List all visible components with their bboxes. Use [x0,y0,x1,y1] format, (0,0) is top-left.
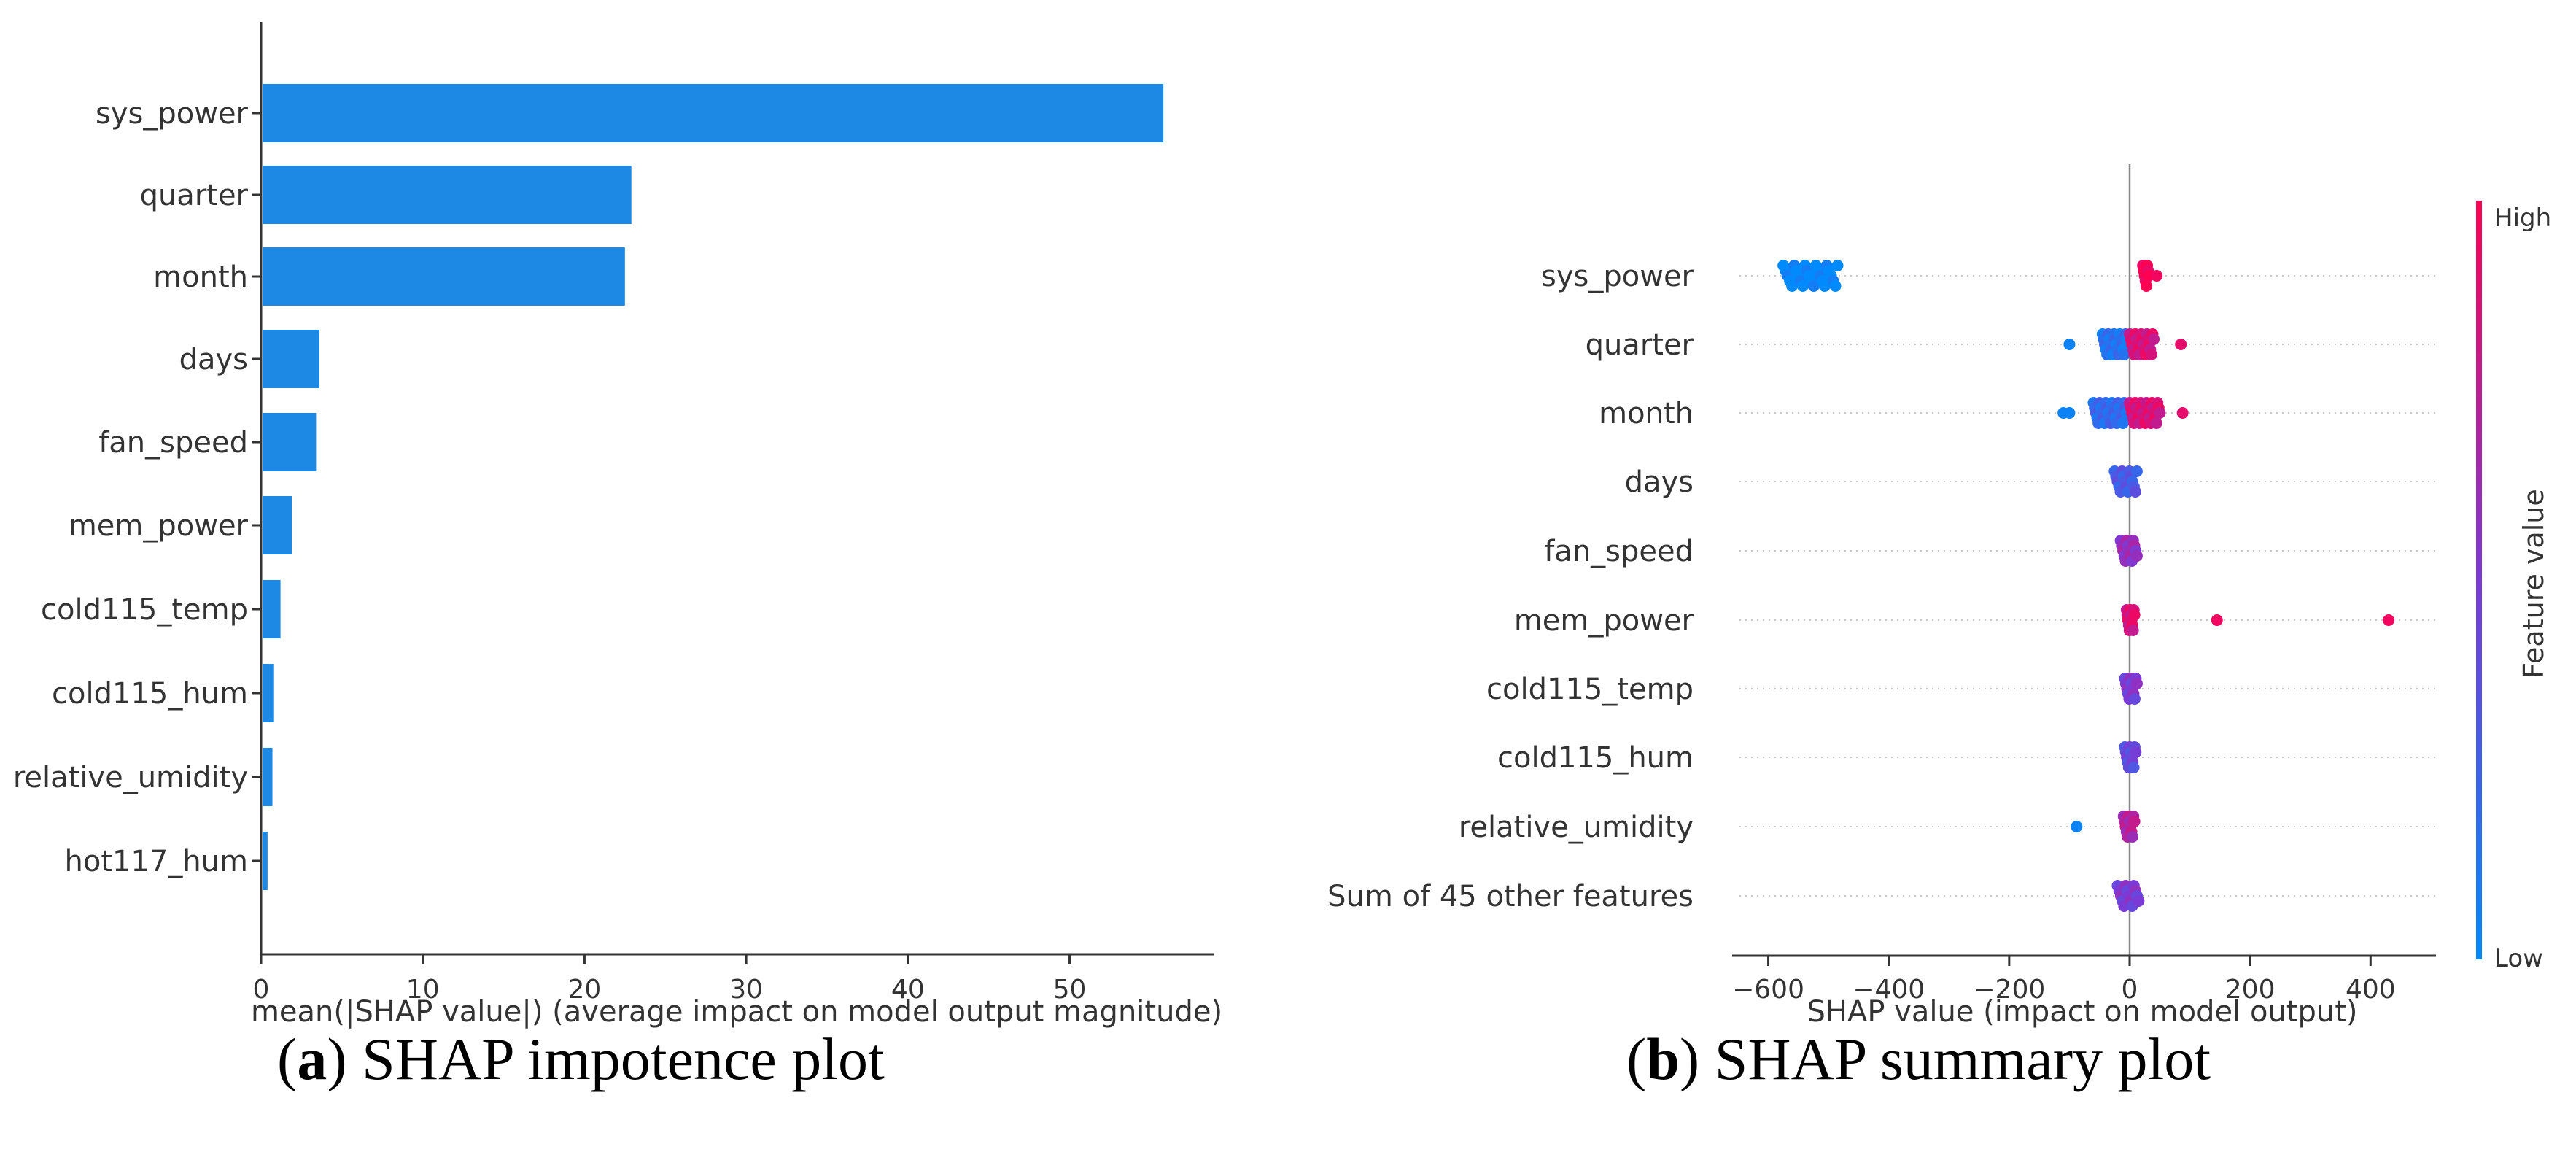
y-tick-label-fan-speed: fan_speed [1544,535,1694,568]
point-mem-power-183 [2383,614,2395,626]
x-axis-label: SHAP value (impact on model output) [1807,995,2358,1029]
point-sys-power-25 [1831,260,1844,271]
x-tick-label-0: 0 [253,975,270,1005]
x-tick-label-50: 50 [1053,975,1087,1005]
bar-sys-power [263,84,1164,142]
x-axis-label: mean(|SHAP value|) (average impact on mo… [251,995,1222,1029]
point-month-135 [2150,417,2162,429]
point-cold115-temp-195 [2130,678,2143,689]
point-month-107 [2117,417,2129,429]
y-tick-label-hot117-hum: hot117_hum [64,845,248,878]
colorbar [2476,201,2482,959]
point-sys-power-30 [2140,280,2152,292]
x-tick-label--600: −600 [1732,975,1804,1005]
x-tick-label-40: 40 [891,975,925,1005]
point-cold115-temp-193 [2128,693,2141,705]
point-sys-power-9 [1796,280,1809,292]
bar-cold115-hum [263,664,274,722]
y-tick-label-cold115-hum: cold115_hum [1497,741,1694,775]
point-month-82 [2063,407,2076,419]
x-tick-label-10: 10 [406,975,440,1005]
y-tick-label-relative-umidity: relative_umidity [13,761,248,794]
bar-days [263,330,319,388]
y-tick-label-days: days [1625,465,1694,499]
point-mem-power-181 [2128,609,2141,621]
x-tick-label-20: 20 [568,975,602,1005]
point-month-138 [2154,407,2166,419]
y-tick-label-sys-power: sys_power [1541,260,1694,293]
bar-relative-umidity [263,748,273,806]
point-relative-umidity-220 [2128,816,2141,827]
point-cold115-hum-207 [2130,746,2142,758]
point-relative-umidity-218 [2126,831,2138,843]
y-tick-label-sys-power: sys_power [96,97,249,131]
y-tick-label-relative-umidity: relative_umidity [1459,811,1694,844]
bar-mem-power [263,496,292,554]
y-tick-label-quarter: quarter [1586,328,1694,362]
point-quarter-55 [2118,349,2130,360]
point-fan-speed-169 [2130,550,2143,562]
y-tick-label-quarter: quarter [140,179,249,212]
x-tick-label-30: 30 [729,975,763,1005]
y-tick-label-month: month [153,260,248,294]
colorbar-label: Feature value [2518,489,2550,678]
y-tick-label-mem-power: mem_power [1514,604,1694,638]
point-days-154 [2129,486,2141,498]
point-sys-power-14 [1807,280,1820,292]
bar-quarter [263,166,632,224]
bar-cold115-temp [263,580,281,638]
y-tick-label-mem-power: mem_power [69,509,249,543]
caption-b: (b) SHAP summary plot [1626,1026,2211,1092]
x-tick-label--200: −200 [1973,975,2045,1005]
point-quarter-77 [2145,349,2157,360]
colorbar-high-label: High [2494,204,2551,233]
x-tick-label-200: 200 [2225,975,2276,1005]
point-mem-power-179 [2127,625,2139,636]
y-tick-label-cold115-hum: cold115_hum [52,677,248,711]
point-sum-of-45-other-features-234 [2133,895,2145,907]
colorbar-low-label: Low [2494,944,2543,973]
point-sys-power-34 [2151,270,2163,282]
y-tick-label-cold115-temp: cold115_temp [41,593,248,627]
y-tick-label-sum-of-45-other-features: Sum of 45 other features [1327,880,1694,913]
y-tick-label-fan-speed: fan_speed [98,426,248,460]
x-tick-label--400: −400 [1853,975,1925,1005]
y-tick-label-days: days [179,343,248,376]
point-days-155 [2130,465,2143,477]
bar-fan-speed [263,413,317,471]
point-relative-umidity-208 [2071,821,2083,832]
bar-month [263,247,625,306]
point-quarter-35 [2063,339,2076,350]
point-quarter-80 [2175,339,2187,350]
x-tick-label-0: 0 [2122,975,2138,1005]
point-cold115-hum-205 [2127,762,2140,773]
point-sys-power-19 [1818,280,1831,292]
point-month-139 [2176,407,2189,419]
point-sys-power-24 [1829,280,1842,292]
y-tick-label-month: month [1599,397,1694,430]
bar-hot117-hum [263,832,268,890]
point-sys-power-4 [1786,280,1799,292]
x-tick-label-400: 400 [2346,975,2396,1005]
caption-a: (a) SHAP impotence plot [277,1026,885,1092]
point-quarter-79 [2148,333,2160,345]
point-mem-power-182 [2211,614,2223,626]
y-tick-label-cold115-temp: cold115_temp [1486,673,1694,706]
